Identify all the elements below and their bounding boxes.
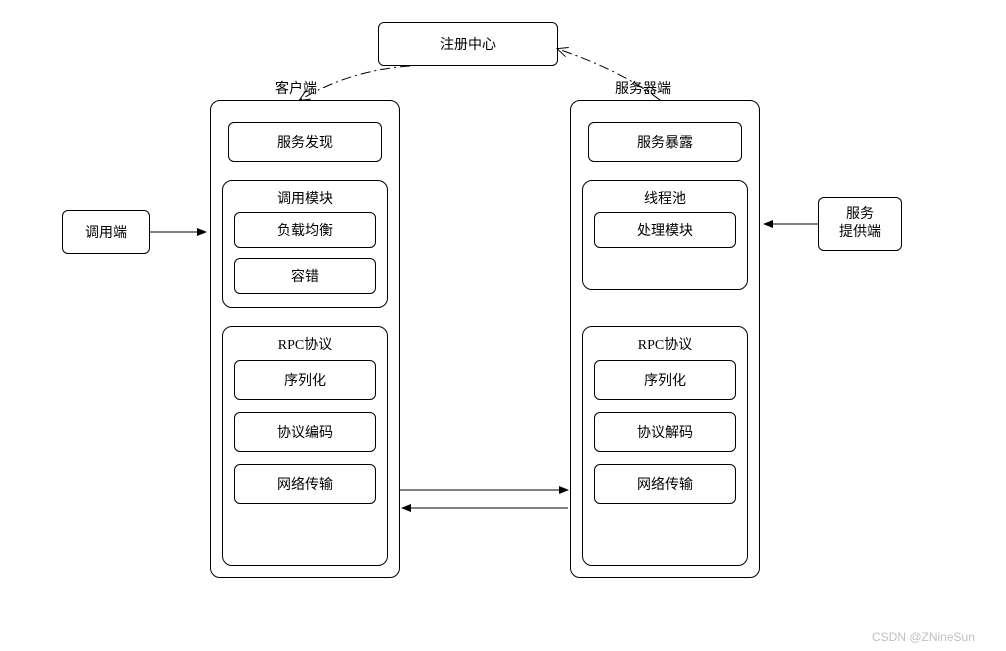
service-discovery-label: 服务发现 xyxy=(277,132,333,152)
load-balance-label: 负载均衡 xyxy=(277,220,333,240)
server-serialization-box: 序列化 xyxy=(594,360,736,400)
provider-label: 服务 提供端 xyxy=(839,206,881,242)
service-expose-box: 服务暴露 xyxy=(588,122,742,162)
client-serialization-label: 序列化 xyxy=(284,370,326,390)
service-discovery-box: 服务发现 xyxy=(228,122,382,162)
client-encoding-label: 协议编码 xyxy=(277,422,333,442)
server-header-label: 服务器端 xyxy=(615,78,671,98)
client-rpc-title: RPC协议 xyxy=(222,334,388,354)
client-serialization-box: 序列化 xyxy=(234,360,376,400)
server-serialization-label: 序列化 xyxy=(644,370,686,390)
client-transport-label: 网络传输 xyxy=(277,474,333,494)
client-encoding-box: 协议编码 xyxy=(234,412,376,452)
registry-center-label: 注册中心 xyxy=(440,34,496,54)
registry-center-box: 注册中心 xyxy=(378,22,558,66)
server-transport-label: 网络传输 xyxy=(637,474,693,494)
caller-label: 调用端 xyxy=(85,222,127,242)
handler-label: 处理模块 xyxy=(637,220,693,240)
server-decoding-label: 协议解码 xyxy=(637,422,693,442)
server-decoding-box: 协议解码 xyxy=(594,412,736,452)
server-rpc-title: RPC协议 xyxy=(582,334,748,354)
handler-box: 处理模块 xyxy=(594,212,736,248)
thread-pool-title: 线程池 xyxy=(582,188,748,208)
caller-box: 调用端 xyxy=(62,210,150,254)
server-transport-box: 网络传输 xyxy=(594,464,736,504)
call-module-title: 调用模块 xyxy=(222,188,388,208)
fault-tolerance-box: 容错 xyxy=(234,258,376,294)
watermark: CSDN @ZNineSun xyxy=(872,630,975,644)
load-balance-box: 负载均衡 xyxy=(234,212,376,248)
client-header-label: 客户端 xyxy=(275,78,317,98)
service-expose-label: 服务暴露 xyxy=(637,132,693,152)
fault-tolerance-label: 容错 xyxy=(291,266,319,286)
client-transport-box: 网络传输 xyxy=(234,464,376,504)
provider-box: 服务 提供端 xyxy=(818,197,902,251)
connectors-svg xyxy=(0,0,1006,651)
